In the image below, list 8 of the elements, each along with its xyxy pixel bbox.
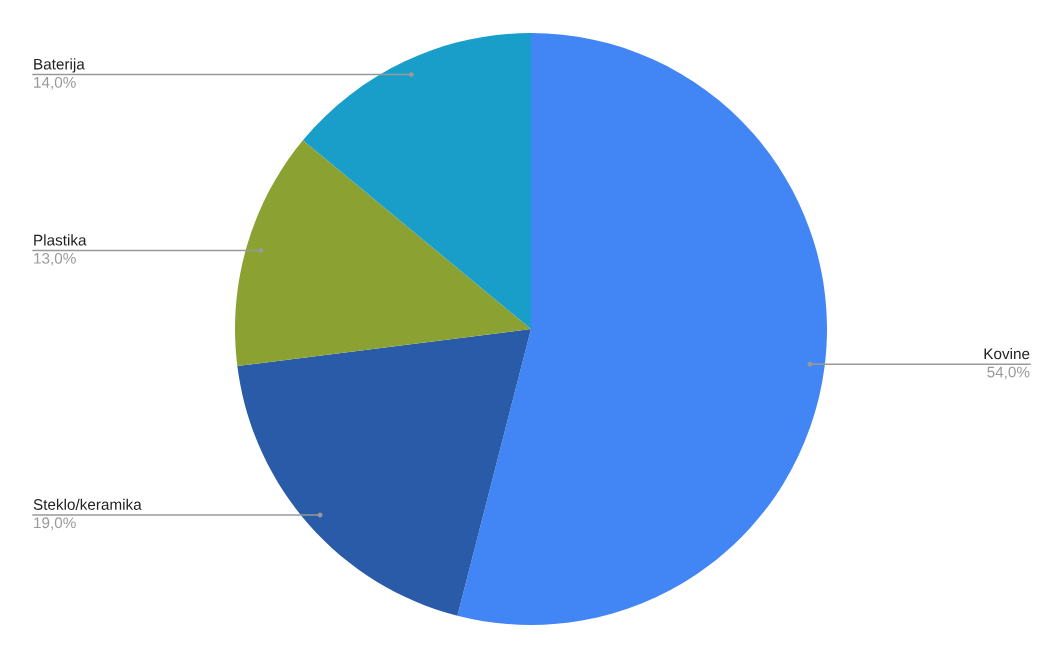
data-label: 19,0% xyxy=(34,517,76,530)
data-label: 14,0% xyxy=(34,76,76,90)
data-label: 13,0% xyxy=(34,252,76,266)
slice-label: Steklo/keramika xyxy=(33,498,142,510)
data-label: 54,0% xyxy=(987,366,1030,380)
slice-label: Baterija xyxy=(34,58,85,73)
slice-label: Plastika xyxy=(34,234,87,246)
slice-label: Kovine xyxy=(984,348,1030,360)
